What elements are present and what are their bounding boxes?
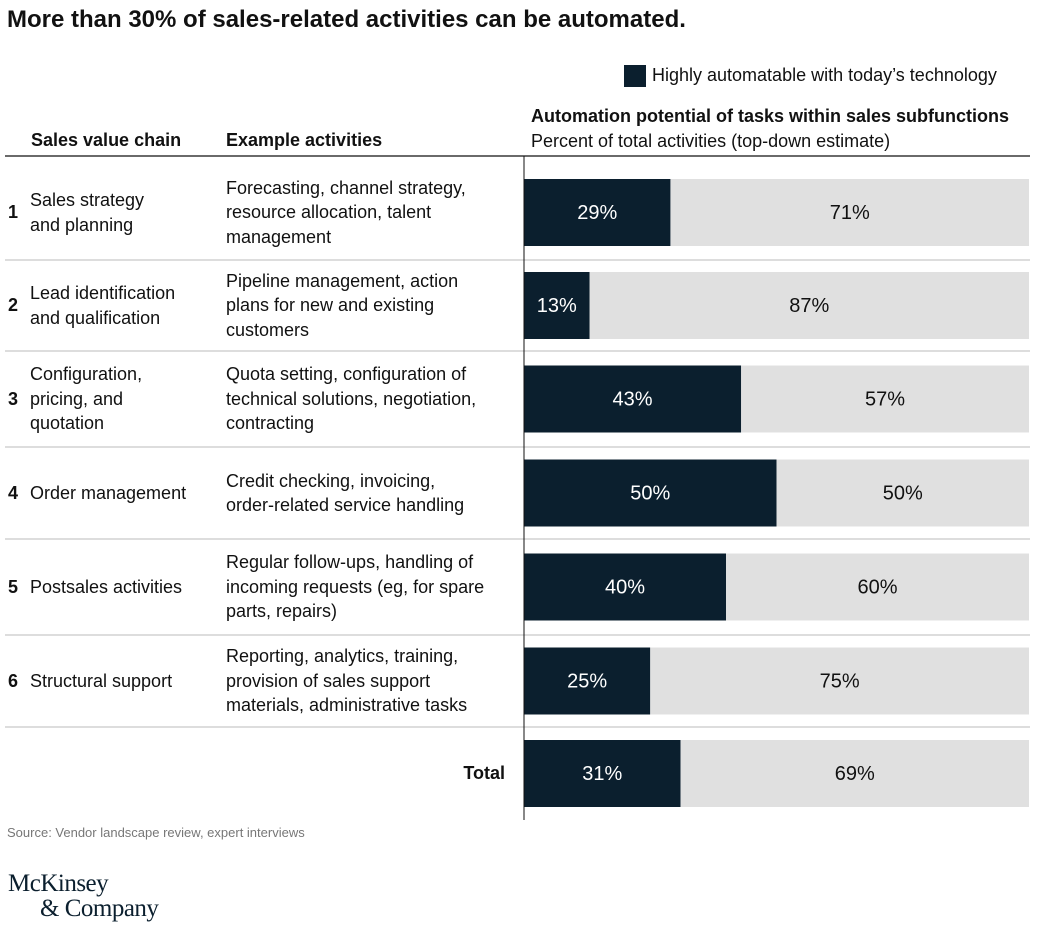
row-number: 5 (8, 576, 19, 597)
bar-segment (524, 179, 671, 246)
chart-header: Automation potential of tasks within sal… (531, 106, 1010, 126)
row-number: 2 (8, 295, 19, 316)
activity-text: Quota setting, configuration of technica… (226, 364, 477, 434)
activity-text: Reporting, analytics, training, provisio… (226, 646, 468, 716)
chart-subheader: Percent of total activities (top-down es… (531, 131, 891, 151)
bar-segment (524, 647, 651, 715)
source: Source: Vendor landscape review, expert … (7, 825, 305, 840)
bar-segment (524, 272, 590, 339)
activity-text: Forecasting, channel strategy, resource … (226, 177, 466, 247)
value-label: 50% (630, 482, 670, 504)
category-label: Sales strategy and planning (30, 190, 145, 235)
activity-text: Pipeline management, action plans for ne… (226, 270, 459, 340)
value-label: 87% (789, 295, 829, 317)
value-label: 50% (883, 482, 923, 504)
value-label: 40% (605, 576, 645, 598)
bar-segment (650, 647, 1029, 715)
value-label: 29% (577, 202, 617, 224)
activity-text: Regular follow-ups, handling of incoming… (226, 552, 485, 622)
legend-label: Highly automatable with today’s technolo… (652, 65, 997, 85)
category-label: Structural support (30, 670, 173, 691)
value-label: 57% (865, 388, 905, 410)
bar-segment (524, 459, 777, 527)
value-label: 13% (537, 295, 577, 317)
category-label: Total (463, 763, 505, 784)
logo: & Company (40, 895, 159, 922)
bar-segment (524, 365, 742, 433)
row-number: 3 (8, 388, 19, 409)
bar-segment (680, 740, 1029, 807)
column-header: Sales value chain (31, 130, 182, 150)
bar-segment (741, 365, 1029, 433)
value-label: 43% (613, 388, 653, 410)
legend-swatch (624, 65, 646, 87)
activity-text: Credit checking, invoicing, order-relate… (226, 470, 465, 516)
logo: McKinsey (8, 870, 109, 897)
row-number: 1 (8, 202, 19, 223)
row-number: 4 (8, 482, 19, 503)
category-label: Postsales activities (30, 576, 183, 597)
column-header: Example activities (226, 130, 383, 150)
category-label: Order management (30, 482, 187, 503)
category-label: Lead identification and qualification (30, 283, 176, 328)
bar-segment (726, 553, 1029, 621)
value-label: 69% (835, 763, 875, 785)
value-label: 60% (857, 576, 897, 598)
bar-segment (524, 740, 681, 807)
value-label: 25% (567, 670, 607, 692)
bar-segment (589, 272, 1029, 339)
bar-segment (776, 459, 1029, 527)
value-label: 75% (820, 670, 860, 692)
bar-segment (670, 179, 1029, 246)
category-label: Configuration, pricing, and quotation (30, 364, 143, 434)
row-number: 6 (8, 670, 19, 691)
title: More than 30% of sales-related activitie… (7, 6, 686, 33)
bar-segment (524, 553, 726, 621)
value-label: 71% (830, 202, 870, 224)
value-label: 31% (582, 763, 622, 785)
